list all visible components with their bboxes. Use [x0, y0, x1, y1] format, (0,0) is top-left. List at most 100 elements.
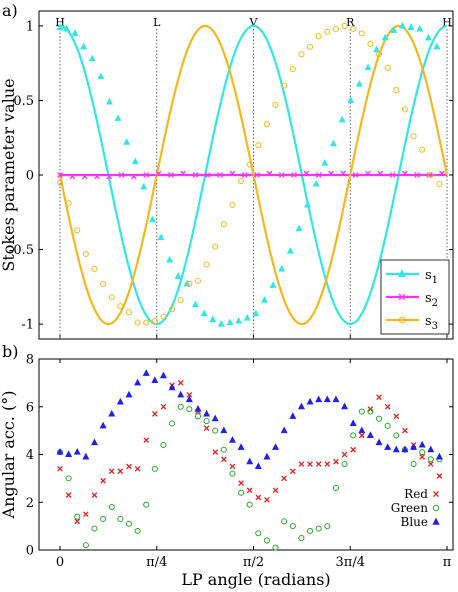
point-s1	[329, 139, 337, 147]
point-Green	[281, 518, 288, 525]
point-s1	[433, 42, 441, 50]
point-Green	[194, 413, 202, 420]
point-Green	[220, 446, 227, 453]
point-Green	[272, 544, 279, 551]
point-Green	[307, 527, 314, 534]
y-axis-label: Angular acc. (°)	[0, 391, 18, 520]
point-Red	[83, 511, 89, 518]
point-Green	[410, 461, 417, 468]
point-Green	[246, 501, 253, 508]
x-tick-label: 0	[56, 555, 64, 570]
point-s3	[307, 43, 314, 50]
point-s2	[168, 172, 174, 178]
point-s1	[407, 23, 415, 30]
point-Blue	[254, 462, 262, 469]
point-s3	[410, 133, 417, 140]
y-tick-label: 6	[26, 400, 34, 415]
point-s3	[108, 294, 115, 301]
y-tick-label: 0	[26, 544, 34, 559]
point-s1	[62, 24, 70, 32]
point-Blue	[366, 431, 374, 438]
point-s3	[186, 280, 193, 287]
point-Red	[126, 463, 132, 470]
point-Red	[91, 492, 98, 498]
point-s3	[220, 221, 227, 228]
point-s3	[117, 303, 124, 310]
point-Green	[177, 403, 184, 410]
plot-area	[38, 358, 454, 551]
point-s2	[81, 173, 88, 180]
point-s2	[414, 172, 421, 178]
point-s3	[376, 51, 383, 58]
point-s1	[235, 317, 243, 324]
point-Blue	[392, 445, 400, 453]
point-Green	[143, 501, 150, 508]
reference-label: V	[249, 16, 259, 29]
point-Red	[376, 394, 382, 401]
point-Blue	[272, 443, 280, 450]
y-tick-label: 0.5	[13, 94, 34, 109]
point-s3	[393, 86, 400, 94]
point-s3	[169, 306, 176, 313]
point-Green	[263, 537, 271, 544]
point-Red	[281, 475, 288, 482]
point-Blue	[56, 448, 64, 455]
point-s1	[105, 97, 113, 105]
point-Green	[315, 525, 322, 532]
point-s3	[194, 277, 202, 284]
point-Blue	[375, 438, 383, 446]
point-Blue	[108, 409, 116, 417]
point-s3	[272, 101, 279, 108]
point-s3	[91, 265, 98, 272]
point-Blue	[125, 390, 133, 398]
point-s2	[291, 172, 297, 178]
point-s2	[204, 172, 211, 178]
point-Red	[186, 391, 193, 398]
point-Red	[212, 449, 219, 455]
point-Green	[169, 420, 176, 427]
point-s3	[134, 319, 141, 326]
point-s1	[312, 179, 320, 187]
point-s3	[56, 179, 64, 186]
point-Blue	[211, 414, 219, 422]
point-Red	[341, 451, 348, 458]
point-Red	[203, 425, 210, 432]
point-s1	[192, 300, 200, 308]
point-Green	[298, 535, 305, 542]
point-Green	[289, 523, 296, 530]
point-s2	[143, 172, 150, 178]
y-tick-label: 2	[26, 496, 34, 511]
point-s1	[140, 182, 148, 190]
point-s2	[365, 170, 371, 177]
point-Blue	[142, 369, 150, 376]
point-s1	[131, 157, 139, 165]
point-Blue	[341, 402, 349, 410]
point-s2	[426, 172, 433, 178]
x-axis-label: LP angle (radians)	[181, 570, 330, 589]
point-s3	[160, 313, 167, 320]
point-s1	[243, 314, 251, 321]
point-s3	[74, 227, 81, 234]
point-Green	[358, 408, 365, 415]
point-s1	[381, 33, 389, 41]
point-Green	[384, 422, 391, 429]
point-s3	[419, 146, 426, 153]
fit-line-s3	[58, 24, 449, 326]
legend-marker	[432, 490, 440, 498]
point-s3	[358, 30, 365, 37]
y-tick-label: 4	[26, 448, 34, 463]
point-Green	[332, 484, 339, 491]
point-s3	[367, 40, 374, 47]
point-s3	[350, 25, 357, 32]
point-Blue	[410, 443, 418, 450]
point-Red	[246, 487, 253, 494]
point-s1	[56, 23, 64, 30]
point-s1	[97, 72, 105, 80]
point-s2	[402, 170, 408, 177]
point-Green	[419, 449, 426, 456]
point-Green	[229, 470, 236, 477]
point-s3	[401, 106, 408, 113]
point-s2	[328, 170, 334, 177]
point-Blue	[349, 419, 357, 427]
